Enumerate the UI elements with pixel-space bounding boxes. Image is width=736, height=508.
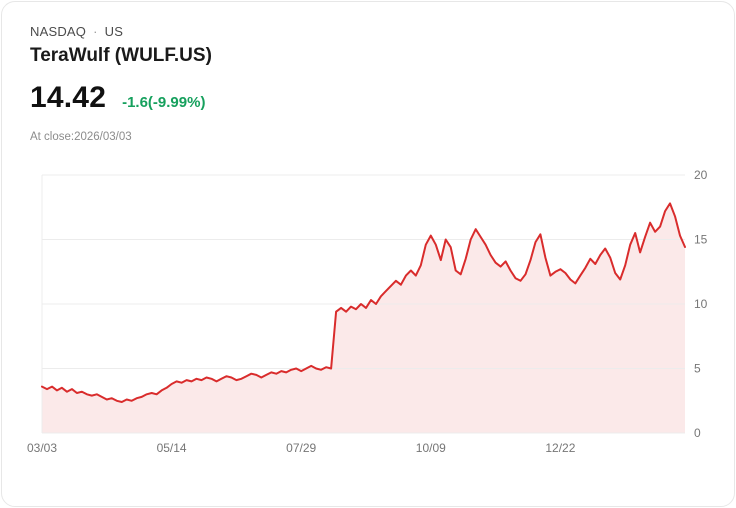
stock-title: TeraWulf (WULF.US) bbox=[30, 45, 212, 66]
price-change: -1.6(-9.99%) bbox=[122, 94, 206, 111]
price-value: 14.42 bbox=[30, 81, 107, 114]
y-tick-label: 5 bbox=[694, 362, 701, 376]
x-tick-label: 07/29 bbox=[286, 441, 316, 455]
card-header: NASDAQ · US TeraWulf (WULF.US) 14.42 -1.… bbox=[2, 2, 734, 143]
region-label: US bbox=[104, 24, 124, 39]
exchange-row: NASDAQ · US bbox=[30, 24, 706, 39]
exchange-separator: · bbox=[93, 24, 98, 39]
y-tick-label: 0 bbox=[694, 426, 701, 440]
exchange-label: NASDAQ bbox=[30, 24, 87, 39]
y-tick-label: 15 bbox=[694, 233, 708, 247]
x-tick-label: 12/22 bbox=[545, 441, 575, 455]
close-note: At close:2026/03/03 bbox=[30, 131, 132, 143]
price-area bbox=[42, 203, 685, 433]
x-tick-label: 03/03 bbox=[27, 441, 57, 455]
chart-area[interactable]: 0 5 10 15 20 03/03 05/14 07/29 10/09 12/22 bbox=[2, 153, 735, 461]
y-tick-label: 10 bbox=[694, 297, 708, 311]
price-chart-svg[interactable]: 0 5 10 15 20 03/03 05/14 07/29 10/09 12/22 bbox=[2, 153, 735, 461]
x-tick-label: 10/09 bbox=[416, 441, 446, 455]
x-tick-label: 05/14 bbox=[157, 441, 187, 455]
y-tick-label: 20 bbox=[694, 168, 708, 182]
price-row: 14.42 -1.6(-9.99%) bbox=[30, 81, 706, 115]
price-line bbox=[41, 202, 686, 403]
